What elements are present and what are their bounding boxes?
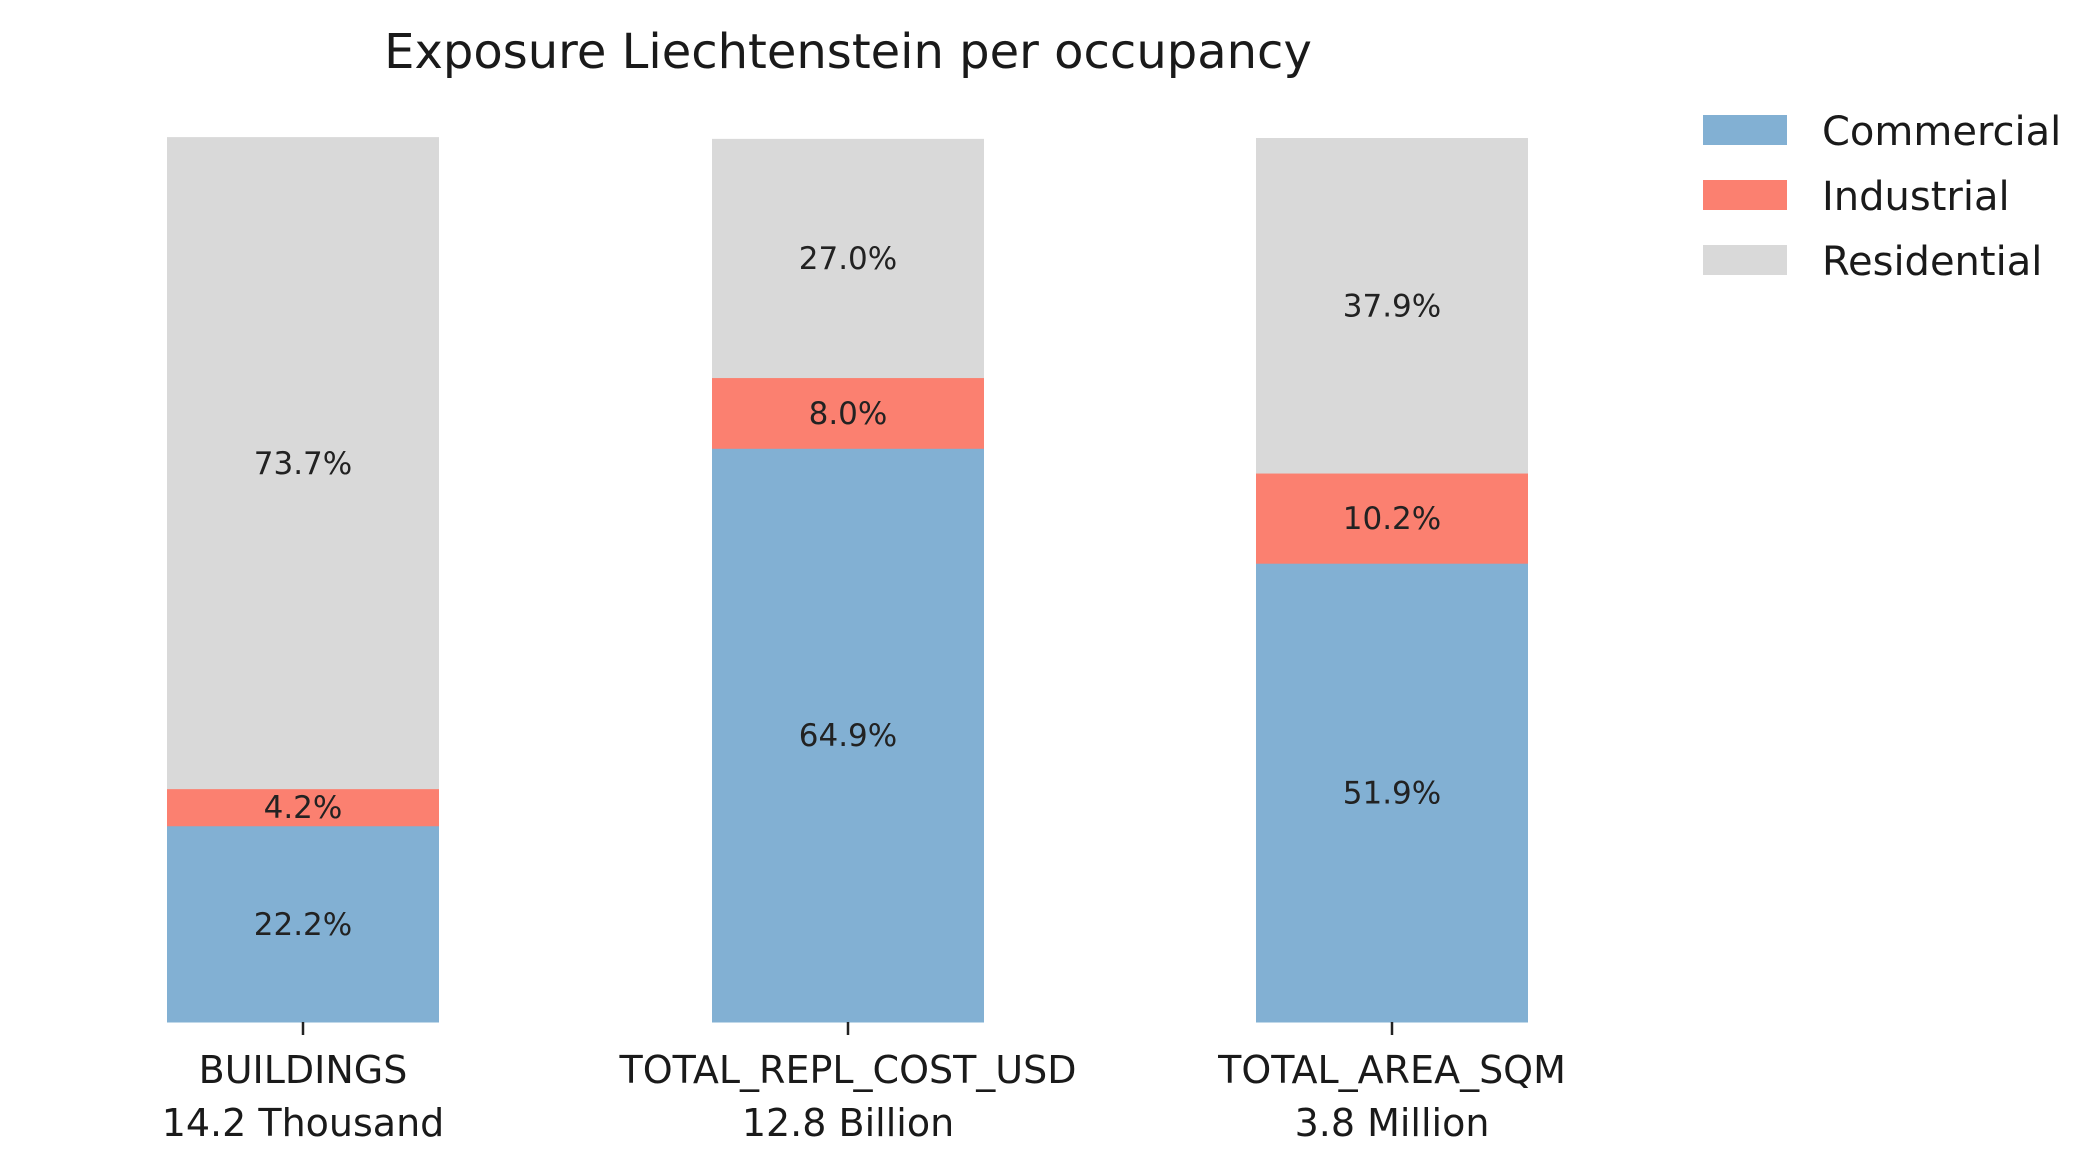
x-tick-label-buildings: BUILDINGS	[199, 1048, 408, 1092]
legend-label-industrial: Industrial	[1822, 174, 2010, 220]
x-tick-total-buildings: 14.2 Thousand	[162, 1101, 445, 1145]
data-label-total-repl-cost-usd-industrial: 8.0%	[809, 396, 888, 432]
x-tick-label-total-area-sqm: TOTAL_AREA_SQM	[1217, 1048, 1566, 1092]
data-label-buildings-commercial: 22.2%	[254, 907, 352, 943]
data-label-buildings-residential: 73.7%	[254, 446, 352, 482]
data-label-total-repl-cost-usd-residential: 27.0%	[799, 241, 897, 277]
bars-group: 22.2% 4.2% 73.7% 64.9% 8.0% 27.0% 51.9% 10.2% 37…	[167, 137, 1528, 1022]
x-tick-total-total-repl-cost-usd: 12.8 Billion	[742, 1101, 954, 1145]
legend-label-residential: Residential	[1822, 239, 2042, 285]
data-label-total-repl-cost-usd-commercial: 64.9%	[799, 718, 897, 754]
legend-swatch-commercial	[1703, 115, 1787, 145]
chart-title: Exposure Liechtenstein per occupancy	[384, 24, 1312, 80]
legend: Commercial Industrial Residential	[1703, 109, 2061, 285]
data-label-total-area-sqm-commercial: 51.9%	[1343, 776, 1441, 812]
legend-swatch-industrial	[1703, 180, 1787, 210]
data-label-total-area-sqm-industrial: 10.2%	[1343, 501, 1441, 537]
legend-swatch-residential	[1703, 245, 1787, 275]
x-axis: BUILDINGS 14.2 Thousand TOTAL_REPL_COST_US…	[162, 1022, 1566, 1145]
data-label-buildings-industrial: 4.2%	[264, 790, 343, 826]
x-tick-total-total-area-sqm: 3.8 Million	[1295, 1101, 1490, 1145]
data-label-total-area-sqm-residential: 37.9%	[1343, 289, 1441, 325]
x-tick-label-total-repl-cost-usd: TOTAL_REPL_COST_USD	[618, 1048, 1076, 1092]
legend-label-commercial: Commercial	[1822, 109, 2061, 155]
